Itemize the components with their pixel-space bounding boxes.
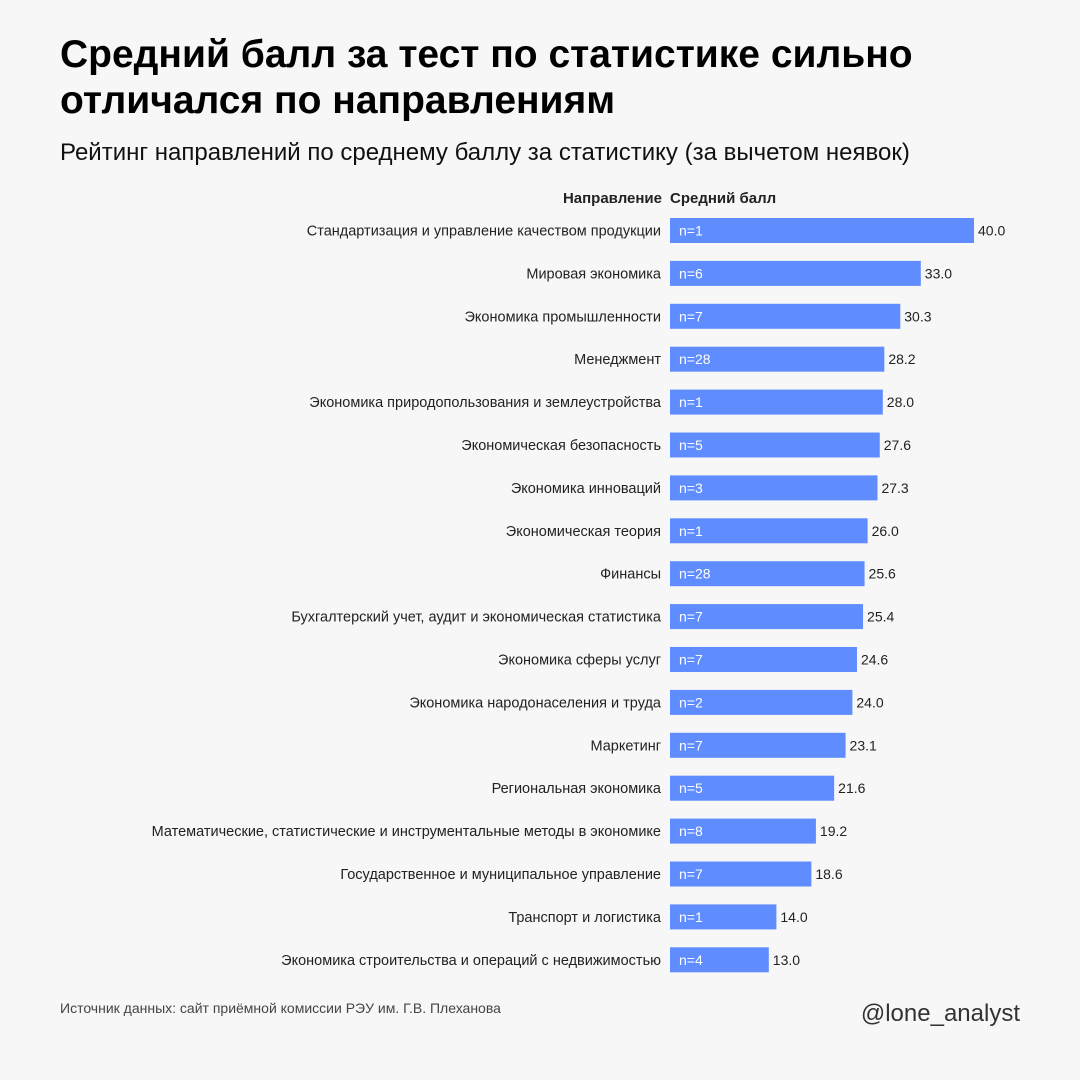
bar-count-label: n=7 [679,652,703,668]
value-label: 33.0 [925,265,952,281]
bar [670,303,901,329]
value-label: 18.6 [815,866,842,882]
category-label: Экономика природопользования и землеустр… [309,395,662,411]
bar [670,904,777,930]
bar-count-label: n=7 [679,737,703,753]
category-label: Бухгалтерский учет, аудит и экономическа… [291,610,662,626]
bar-count-label: n=1 [679,909,703,925]
bar [670,861,812,887]
value-label: 40.0 [978,223,1005,239]
value-label: 24.6 [861,652,888,668]
category-label: Мировая экономика [526,266,662,282]
bar [670,475,878,501]
column-header-direction: Направление [563,190,662,207]
value-label: 14.0 [780,909,807,925]
bar [670,604,864,630]
bar-count-label: n=7 [679,866,703,882]
bar-count-label: n=7 [679,609,703,625]
category-label: Экономика промышленности [465,309,662,325]
bar-count-label: n=1 [679,394,703,410]
category-label: Экономика строительства и операций с нед… [281,953,661,969]
value-label: 27.6 [884,437,911,453]
bar-count-label: n=8 [679,823,703,839]
category-label: Математические, статистические и инструм… [152,824,661,840]
bar [670,775,835,801]
bar-count-label: n=4 [679,952,703,968]
value-label: 25.6 [869,566,896,582]
bar-count-label: n=2 [679,694,703,710]
value-label: 19.2 [820,823,847,839]
bar-count-label: n=6 [679,265,703,281]
value-label: 13.0 [773,952,800,968]
bar [670,818,816,844]
bar-count-label: n=1 [679,523,703,539]
category-label: Менеджмент [574,352,661,368]
category-label: Экономика инноваций [511,481,661,497]
category-label: Транспорт и логистика [508,910,662,926]
bar [670,218,974,243]
author-handle: @lone_analyst [860,1000,1020,1027]
bar-count-label: n=7 [679,308,703,324]
category-label: Региональная экономика [492,781,662,797]
column-header-average-score: Средний балл [670,190,776,207]
category-label: Маркетинг [591,738,662,754]
bar [670,518,868,544]
bar-count-label: n=3 [679,480,703,496]
value-label: 28.0 [887,394,914,410]
category-label: Государственное и муниципальное управлен… [340,867,661,883]
category-label: Экономическая теория [506,524,661,540]
chart-subtitle: Рейтинг направлений по среднему баллу за… [60,139,910,166]
bar [670,732,846,758]
value-label: 30.3 [904,308,931,324]
bar [670,432,880,458]
bar-count-label: n=5 [679,780,703,796]
value-label: 21.6 [838,780,865,796]
category-label: Стандартизация и управление качеством пр… [307,224,661,240]
bar [670,947,769,973]
value-label: 23.1 [850,737,877,753]
value-label: 26.0 [872,523,899,539]
bar-count-label: n=1 [679,223,703,239]
category-label: Экономика сферы услуг [498,653,661,669]
bar-count-label: n=28 [679,351,711,367]
bar [670,647,857,672]
bars-group: Стандартизация и управление качеством пр… [152,218,1005,973]
value-label: 25.4 [867,609,894,625]
value-label: 28.2 [888,351,915,367]
bar [670,260,921,286]
category-label: Экономика народонаселения и труда [409,695,662,711]
chart-title: Средний балл за тест по статистике сильн… [60,33,913,122]
category-label: Экономическая безопасность [461,438,661,454]
category-label: Финансы [600,567,661,583]
bar-count-label: n=28 [679,566,711,582]
value-label: 24.0 [856,694,883,710]
data-source-note: Источник данных: сайт приёмной комиссии … [60,1000,501,1016]
bar [670,689,853,715]
bar [670,389,883,415]
bar [670,346,885,372]
value-label: 27.3 [881,480,908,496]
bar-count-label: n=5 [679,437,703,453]
bar [670,561,865,587]
